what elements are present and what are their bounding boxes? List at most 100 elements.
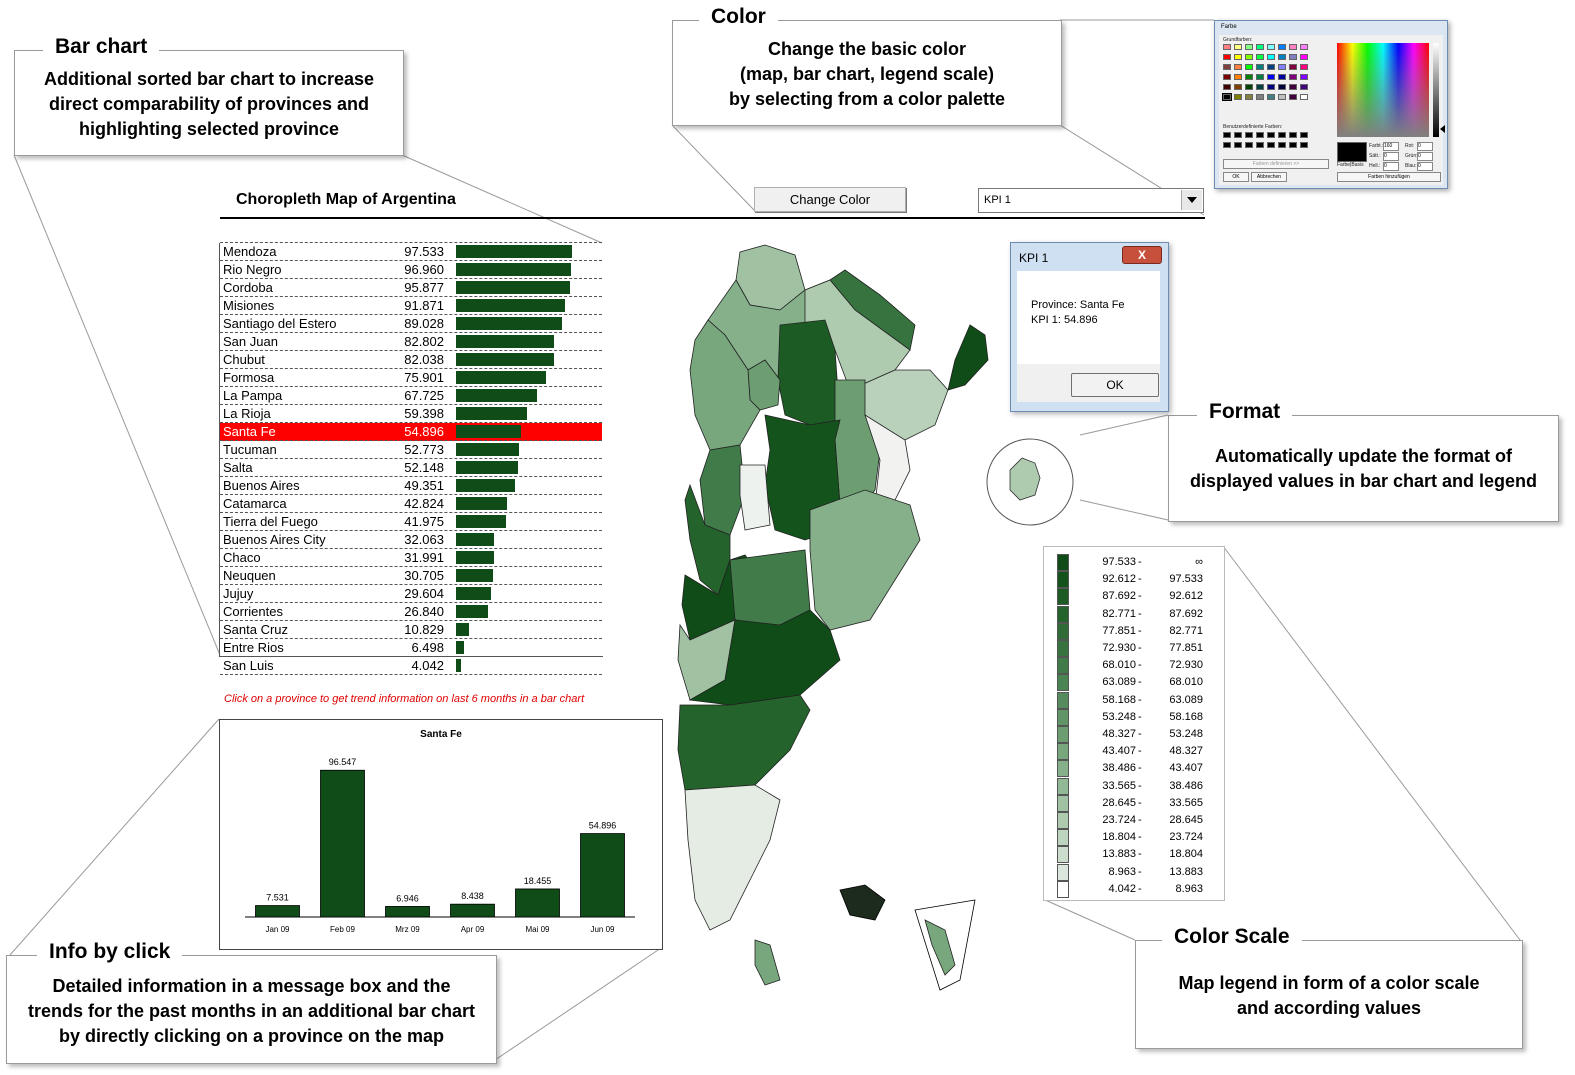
table-row[interactable]: Santa Cruz 10.829 (220, 621, 602, 639)
table-row[interactable]: Corrientes 26.840 (220, 603, 602, 621)
basic-color-swatch[interactable] (1278, 64, 1286, 70)
basic-color-swatch[interactable] (1234, 74, 1242, 80)
basic-color-swatch[interactable] (1234, 44, 1242, 50)
basic-color-swatch[interactable] (1289, 84, 1297, 90)
table-row[interactable]: San Luis 4.042 (220, 657, 602, 675)
table-row[interactable]: Jujuy 29.604 (220, 585, 602, 603)
red-field[interactable]: 0 (1417, 142, 1433, 151)
ok-button[interactable]: OK (1071, 373, 1159, 397)
basic-color-swatch[interactable] (1300, 54, 1308, 60)
basic-color-swatch[interactable] (1256, 64, 1264, 70)
basic-color-swatch[interactable] (1223, 74, 1231, 80)
table-row[interactable]: Salta 52.148 (220, 459, 602, 477)
argentina-map[interactable] (670, 240, 1000, 995)
table-row[interactable]: Entre Rios 6.498 (220, 639, 602, 657)
basic-color-swatch[interactable] (1278, 44, 1286, 50)
hue-field[interactable]: 160 (1383, 142, 1399, 151)
basic-color-swatch[interactable] (1256, 84, 1264, 90)
basic-color-swatch[interactable] (1278, 84, 1286, 90)
basic-color-swatch[interactable] (1223, 84, 1231, 90)
color-spectrum[interactable] (1337, 43, 1429, 137)
palette-cancel-button[interactable]: Abbrechen (1251, 172, 1287, 182)
basic-color-swatch[interactable] (1289, 54, 1297, 60)
basic-color-swatch[interactable] (1222, 93, 1232, 101)
basic-color-swatch[interactable] (1256, 74, 1264, 80)
basic-color-swatch[interactable] (1300, 44, 1308, 50)
basic-color-swatch[interactable] (1300, 64, 1308, 70)
basic-color-swatch[interactable] (1223, 64, 1231, 70)
basic-color-swatch[interactable] (1278, 74, 1286, 80)
table-row[interactable]: Chubut 82.038 (220, 351, 602, 369)
close-button[interactable]: X (1122, 246, 1162, 264)
basic-color-swatch[interactable] (1267, 74, 1275, 80)
table-row[interactable]: Santa Fe 54.896 (220, 423, 602, 441)
basic-color-swatch[interactable] (1267, 84, 1275, 90)
basic-color-swatch[interactable] (1234, 64, 1242, 70)
luminance-arrow-icon[interactable] (1440, 125, 1445, 133)
table-row[interactable]: Cordoba 95.877 (220, 279, 602, 297)
basic-color-swatch[interactable] (1223, 54, 1231, 60)
custom-color-swatch[interactable] (1245, 132, 1253, 138)
basic-color-swatch[interactable] (1278, 94, 1286, 100)
table-row[interactable]: Buenos Aires 49.351 (220, 477, 602, 495)
custom-color-swatch[interactable] (1300, 142, 1308, 148)
palette-ok-button[interactable]: OK (1223, 172, 1249, 182)
basic-color-swatch[interactable] (1256, 54, 1264, 60)
basic-color-swatch[interactable] (1245, 54, 1253, 60)
table-row[interactable]: Formosa 75.901 (220, 369, 602, 387)
table-row[interactable]: Misiones 91.871 (220, 297, 602, 315)
table-row[interactable]: Tucuman 52.773 (220, 441, 602, 459)
basic-color-swatch[interactable] (1256, 94, 1264, 100)
basic-color-swatch[interactable] (1234, 54, 1242, 60)
custom-color-swatch[interactable] (1289, 132, 1297, 138)
custom-color-swatch[interactable] (1278, 142, 1286, 148)
table-row[interactable]: San Juan 82.802 (220, 333, 602, 351)
change-color-button[interactable]: Change Color (754, 187, 906, 212)
basic-color-swatch[interactable] (1267, 44, 1275, 50)
table-row[interactable]: Tierra del Fuego 41.975 (220, 513, 602, 531)
basic-color-swatch[interactable] (1245, 64, 1253, 70)
table-row[interactable]: Neuquen 30.705 (220, 567, 602, 585)
kpi-select[interactable]: KPI 1 (978, 188, 1204, 213)
basic-color-swatch[interactable] (1234, 94, 1242, 100)
lum-field[interactable]: 0 (1383, 162, 1399, 171)
table-row[interactable]: Buenos Aires City 32.063 (220, 531, 602, 549)
basic-color-swatch[interactable] (1245, 84, 1253, 90)
custom-color-swatch[interactable] (1289, 142, 1297, 148)
custom-color-swatch[interactable] (1234, 142, 1242, 148)
basic-color-swatch[interactable] (1300, 84, 1308, 90)
basic-color-swatch[interactable] (1267, 94, 1275, 100)
basic-color-swatch[interactable] (1289, 64, 1297, 70)
custom-color-swatch[interactable] (1234, 132, 1242, 138)
basic-color-swatch[interactable] (1223, 44, 1231, 50)
sat-field[interactable]: 0 (1383, 152, 1399, 161)
basic-color-swatch[interactable] (1256, 44, 1264, 50)
table-row[interactable]: Rio Negro 96.960 (220, 261, 602, 279)
add-colors-button[interactable]: Farben hinzufügen (1337, 172, 1441, 182)
custom-color-swatch[interactable] (1256, 132, 1264, 138)
custom-color-swatch[interactable] (1267, 142, 1275, 148)
chevron-down-icon[interactable] (1181, 190, 1202, 210)
custom-color-swatch[interactable] (1245, 142, 1253, 148)
basic-color-swatch[interactable] (1300, 94, 1308, 100)
table-row[interactable]: Chaco 31.991 (220, 549, 602, 567)
define-colors-button[interactable]: Farben definieren >> (1223, 159, 1329, 169)
custom-color-swatch[interactable] (1223, 132, 1231, 138)
basic-color-swatch[interactable] (1267, 64, 1275, 70)
basic-color-swatch[interactable] (1289, 44, 1297, 50)
custom-color-swatch[interactable] (1223, 142, 1231, 148)
basic-color-swatch[interactable] (1267, 54, 1275, 60)
basic-color-swatch[interactable] (1245, 74, 1253, 80)
custom-color-swatch[interactable] (1256, 142, 1264, 148)
green-field[interactable]: 0 (1417, 152, 1433, 161)
custom-color-swatch[interactable] (1278, 132, 1286, 138)
table-row[interactable]: La Pampa 67.725 (220, 387, 602, 405)
table-row[interactable]: La Rioja 59.398 (220, 405, 602, 423)
basic-color-swatch[interactable] (1300, 74, 1308, 80)
luminance-slider[interactable] (1433, 43, 1439, 137)
table-row[interactable]: Catamarca 42.824 (220, 495, 602, 513)
basic-color-swatch[interactable] (1234, 84, 1242, 90)
basic-color-swatch[interactable] (1289, 94, 1297, 100)
basic-color-swatch[interactable] (1245, 94, 1253, 100)
basic-color-swatch[interactable] (1289, 74, 1297, 80)
